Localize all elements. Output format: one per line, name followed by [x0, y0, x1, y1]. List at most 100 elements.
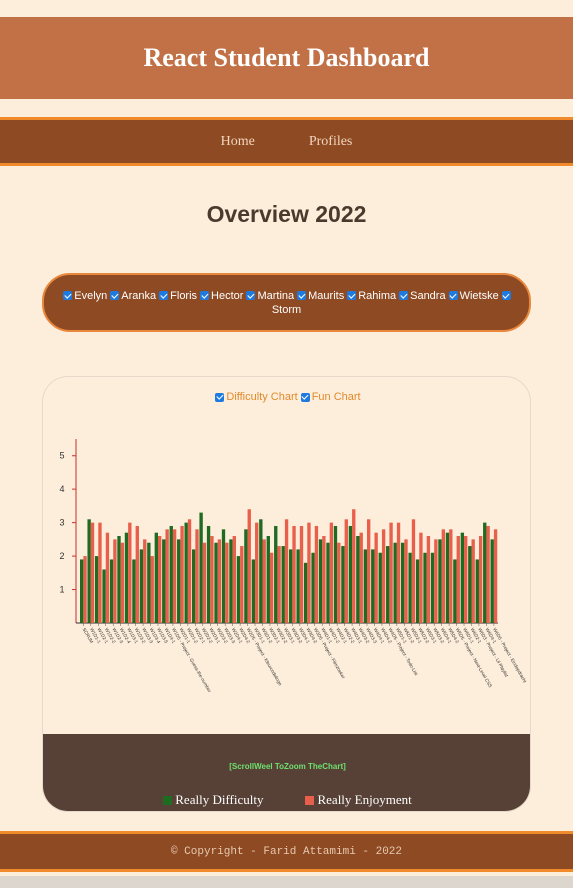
page-footer: © Copyright - Farid Attamimi - 2022 [0, 831, 573, 872]
bar-chart[interactable]: 12345SCRUMW1D1-1W1D2-1W1D2-2W1D2-3W1D2-4… [43, 377, 531, 734]
student-checkbox-hector[interactable]: Hector [197, 290, 243, 302]
checkbox-checked-icon[interactable] [110, 291, 120, 300]
bar-enjoyment [113, 539, 117, 623]
bar-enjoyment [135, 525, 139, 623]
student-checkbox-floris[interactable]: Floris [156, 290, 197, 302]
legend-item-enjoyment[interactable]: Really Enjoyment [305, 792, 412, 808]
fun-chart-toggle[interactable]: Fun Chart [298, 391, 361, 403]
y-tick-label: 1 [59, 585, 64, 595]
legend-item-difficulty[interactable]: Really Difficulty [163, 792, 263, 808]
bar-enjoyment [419, 532, 423, 623]
bar-enjoyment [486, 525, 490, 623]
bar-difficulty [132, 559, 136, 623]
student-label: Storm [271, 303, 302, 316]
bar-difficulty [386, 546, 390, 623]
checkbox-checked-icon[interactable] [347, 291, 357, 300]
bar-enjoyment [158, 536, 162, 623]
checkbox-checked-icon[interactable] [246, 291, 256, 300]
legend-label-difficulty: Really Difficulty [175, 792, 264, 807]
bar-enjoyment [471, 539, 475, 623]
bar-difficulty [266, 536, 270, 623]
bar-difficulty [229, 539, 233, 623]
checkbox-checked-icon[interactable] [501, 291, 511, 300]
bar-enjoyment [493, 529, 498, 623]
student-label: Maurits [308, 289, 345, 302]
nav-profiles-link[interactable]: Profiles [308, 133, 353, 149]
bar-difficulty [206, 525, 211, 623]
student-label: Martina [257, 289, 295, 302]
student-label: Rahima [358, 289, 397, 302]
bar-difficulty [214, 542, 218, 623]
chart-legend: Really Difficulty Really Enjoyment [43, 792, 530, 808]
copyright-text: © Copyright - Farid Attamimi - 2022 [170, 845, 403, 858]
window-bottom-edge [0, 876, 573, 888]
app-title: React Student Dashboard [143, 43, 430, 72]
bar-difficulty [475, 559, 479, 623]
bar-enjoyment [202, 542, 207, 623]
bar-enjoyment [225, 542, 229, 623]
bar-enjoyment [449, 529, 453, 623]
checkbox-checked-icon[interactable] [300, 392, 310, 402]
student-checkbox-rahima[interactable]: Rahima [344, 290, 396, 302]
bar-difficulty [289, 549, 293, 623]
bar-enjoyment [217, 539, 222, 623]
student-checkbox-evelyn[interactable]: Evelyn [60, 290, 107, 302]
bar-difficulty [445, 532, 450, 623]
bar-enjoyment [255, 522, 259, 623]
bar-difficulty [438, 539, 442, 623]
bar-difficulty [333, 525, 338, 623]
bar-enjoyment [329, 522, 334, 623]
checkbox-checked-icon[interactable] [215, 392, 225, 402]
bar-enjoyment [262, 539, 266, 623]
checkbox-checked-icon[interactable] [63, 291, 73, 300]
bar-enjoyment [187, 519, 192, 623]
checkbox-checked-icon[interactable] [200, 291, 210, 300]
bar-difficulty [162, 539, 166, 623]
student-checkbox-martina[interactable]: Martina [243, 290, 294, 302]
bar-enjoyment [240, 546, 244, 623]
bar-enjoyment [232, 536, 237, 623]
bar-enjoyment [314, 525, 319, 623]
bar-enjoyment [478, 536, 483, 623]
bar-difficulty [281, 546, 285, 623]
bar-enjoyment [456, 536, 460, 623]
bar-enjoyment [344, 519, 348, 623]
bar-difficulty [371, 549, 375, 623]
bar-difficulty [326, 542, 330, 623]
student-checkbox-maurits[interactable]: Maurits [294, 290, 344, 302]
difficulty-chart-toggle[interactable]: Difficulty Chart [212, 391, 298, 403]
bar-enjoyment [464, 536, 468, 623]
bar-enjoyment [411, 519, 416, 623]
student-checkbox-aranka[interactable]: Aranka [107, 290, 156, 302]
student-label: Wietske [459, 289, 499, 302]
bar-enjoyment [247, 509, 251, 623]
bar-difficulty [94, 556, 99, 623]
bar-difficulty [80, 559, 84, 623]
bar-difficulty [259, 519, 263, 623]
page-title: Overview 2022 [206, 201, 367, 227]
checkbox-checked-icon[interactable] [297, 291, 307, 300]
student-filter-panel: Evelyn Aranka Floris Hector Martina Maur… [42, 273, 531, 332]
bar-difficulty [169, 525, 173, 623]
student-checkbox-sandra[interactable]: Sandra [396, 290, 446, 302]
bar-difficulty [430, 552, 435, 623]
bar-enjoyment [165, 529, 169, 623]
bar-difficulty [356, 536, 360, 623]
bar-difficulty [415, 559, 420, 623]
student-checkbox-storm[interactable] [499, 291, 513, 300]
student-checkbox-wietske[interactable]: Wietske [446, 290, 499, 302]
checkbox-checked-icon[interactable] [159, 291, 169, 300]
bar-difficulty [184, 522, 188, 623]
bar-difficulty [400, 542, 405, 623]
checkbox-checked-icon[interactable] [399, 291, 409, 300]
bar-enjoyment [374, 532, 378, 623]
nav-home-link[interactable]: Home [220, 133, 255, 149]
bar-difficulty [274, 525, 278, 623]
checkbox-checked-icon[interactable] [448, 291, 458, 300]
bar-difficulty [408, 552, 412, 623]
bar-enjoyment [195, 529, 199, 623]
app-header: React Student Dashboard [0, 17, 573, 99]
bar-difficulty [147, 542, 151, 623]
legend-swatch-enjoyment [305, 795, 315, 805]
bar-difficulty [318, 539, 323, 623]
